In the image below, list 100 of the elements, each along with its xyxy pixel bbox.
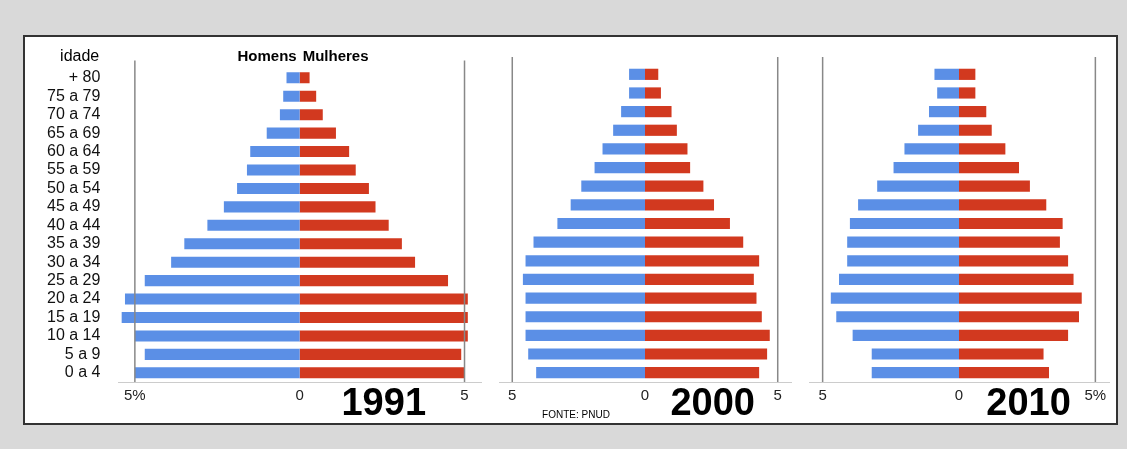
y-tick-label: + 80	[68, 68, 101, 86]
bar	[525, 311, 645, 323]
x-tick-label: 5%	[1084, 385, 1107, 403]
bar	[299, 146, 350, 158]
bar	[581, 180, 645, 192]
series-label: Mulheres	[302, 47, 369, 65]
bar	[645, 68, 659, 80]
bar	[645, 329, 770, 341]
bar	[286, 72, 300, 84]
x-tick-label: 5%	[124, 385, 146, 403]
bar	[877, 180, 959, 192]
x-tick-label: 5	[508, 385, 517, 403]
y-tick-label: 45 a 49	[46, 197, 101, 215]
bar	[223, 201, 300, 213]
bar	[184, 238, 300, 250]
bar	[621, 106, 645, 118]
bar	[959, 348, 1044, 360]
y-tick-label: 5 a 9	[64, 344, 101, 362]
bar	[645, 161, 691, 174]
bar	[279, 109, 300, 121]
bar	[959, 329, 1069, 341]
text: 2000	[670, 381, 755, 424]
y-tick-label: 70 a 74	[46, 105, 101, 123]
y-tick-label: 20 a 24	[46, 289, 101, 307]
bar	[959, 255, 1069, 267]
text: 2010	[986, 381, 1071, 424]
y-tick-label: 55 a 59	[46, 160, 101, 178]
bar	[171, 256, 300, 268]
bar	[847, 236, 959, 248]
bar	[934, 68, 959, 80]
bar	[959, 87, 976, 99]
bar	[959, 367, 1049, 379]
bar	[533, 236, 645, 248]
bar	[871, 367, 959, 379]
bar	[124, 293, 300, 305]
bar	[839, 273, 959, 286]
y-axis-title: idade	[60, 47, 100, 65]
y-tick-label: 30 a 34	[46, 252, 101, 270]
bar	[959, 124, 992, 136]
bar	[299, 127, 336, 139]
bar	[299, 219, 389, 231]
bar	[645, 199, 715, 211]
bar	[836, 311, 959, 323]
bar	[525, 329, 645, 341]
bar	[830, 292, 959, 304]
bar	[959, 236, 1060, 248]
bar	[904, 143, 959, 155]
bar	[299, 90, 317, 102]
x-tick-label: 5	[460, 385, 469, 403]
y-tick-label: 65 a 69	[46, 123, 101, 141]
bar	[959, 199, 1047, 211]
bar	[144, 275, 300, 287]
bar	[522, 273, 645, 286]
y-tick-label: 50 a 54	[46, 178, 101, 196]
bar	[246, 164, 300, 176]
bar	[299, 311, 468, 324]
bar	[629, 87, 645, 99]
bar	[959, 311, 1079, 323]
bar	[134, 367, 300, 379]
y-tick-label: 25 a 29	[46, 271, 101, 289]
bar	[645, 255, 760, 267]
bar	[937, 87, 959, 99]
x-tick-label: 0	[640, 385, 650, 403]
source-note: FONTE: PNUD	[542, 408, 610, 420]
bar	[645, 311, 762, 323]
bar	[959, 106, 987, 118]
bar	[121, 311, 300, 324]
bar	[602, 143, 645, 155]
bar	[525, 292, 645, 304]
bar	[299, 293, 468, 305]
bar	[871, 348, 959, 360]
bar	[959, 292, 1082, 304]
bar	[250, 146, 300, 158]
bar	[959, 180, 1030, 192]
bar	[207, 219, 300, 231]
bar	[299, 348, 462, 360]
y-tick-label: 75 a 79	[46, 86, 101, 104]
bar	[959, 143, 1006, 155]
bar	[852, 329, 959, 341]
bar	[557, 217, 645, 230]
bar	[144, 348, 300, 360]
bar	[959, 68, 976, 80]
bar	[959, 217, 1063, 230]
bar	[849, 217, 959, 230]
bar	[918, 124, 959, 136]
bar	[299, 182, 369, 194]
x-tick-label: 0	[295, 385, 304, 403]
bar	[645, 106, 672, 118]
bar	[645, 217, 730, 230]
bar	[645, 143, 688, 155]
bar	[266, 127, 300, 139]
bar	[299, 201, 376, 213]
bar	[237, 182, 300, 194]
bar	[858, 199, 959, 211]
bar	[645, 236, 744, 248]
y-tick-label: 15 a 19	[46, 307, 101, 325]
bar	[613, 124, 645, 136]
bar	[645, 87, 661, 99]
bar	[299, 164, 356, 176]
y-tick-label: 40 a 44	[46, 215, 101, 233]
